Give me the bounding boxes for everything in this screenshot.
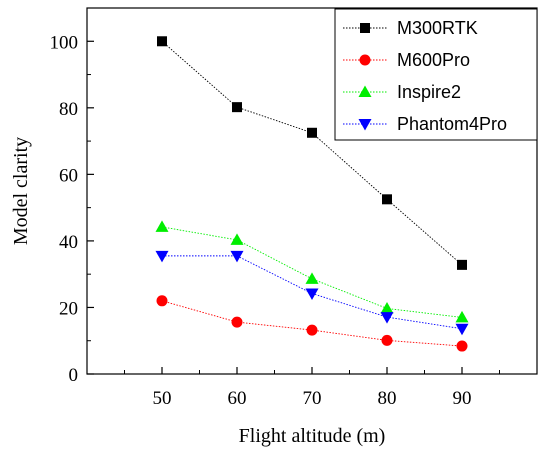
x-tick-label: 60	[228, 388, 247, 409]
data-point-m600pro	[156, 295, 168, 307]
data-point-phantom4pro	[305, 288, 319, 300]
y-axis-title: Model clarity	[10, 137, 32, 245]
data-point-phantom4pro	[230, 250, 244, 263]
y-tick-label: 100	[50, 32, 79, 53]
x-tick-label: 80	[378, 388, 397, 409]
y-tick-label: 0	[69, 365, 79, 386]
data-point-inspire2	[455, 310, 469, 323]
legend-marker-phantom4pro	[358, 119, 372, 131]
data-point-inspire2	[155, 220, 169, 232]
data-point-m300rtk	[382, 194, 392, 205]
data-point-m300rtk	[457, 259, 467, 270]
y-tick-label: 60	[59, 165, 78, 186]
data-point-phantom4pro	[455, 323, 469, 336]
y-tick-label: 20	[59, 298, 78, 319]
legend-label-inspire2: Inspire2	[397, 82, 461, 102]
data-point-inspire2	[230, 233, 244, 245]
y-tick-label: 80	[59, 99, 78, 120]
legend-marker-m300rtk	[360, 23, 370, 33]
series-layer	[155, 36, 469, 352]
series-line-m600pro	[161, 300, 463, 347]
data-point-m300rtk	[307, 127, 317, 138]
data-point-inspire2	[305, 272, 319, 284]
x-tick-label: 70	[303, 388, 322, 409]
data-point-m300rtk	[157, 36, 167, 47]
data-point-m600pro	[306, 324, 318, 336]
x-axis: 50 60 70 80 90	[124, 367, 500, 409]
series-line-m300rtk	[161, 40, 463, 266]
series-line-inspire2	[161, 226, 463, 318]
y-tick-label: 40	[59, 232, 78, 253]
data-point-inspire2	[380, 301, 394, 314]
y-axis: 0 20 40 60 80 100	[50, 7, 94, 386]
legend-marker-m600pro	[359, 54, 371, 66]
legend-marker-inspire2	[358, 85, 372, 97]
legend-label-m300rtk: M300RTK	[397, 18, 478, 38]
x-axis-title: Flight altitude (m)	[239, 425, 386, 447]
data-point-m600pro	[456, 340, 468, 352]
data-point-m300rtk	[232, 102, 242, 113]
legend: M300RTK M600Pro Inspire2 Phantom4Pro	[334, 8, 538, 141]
data-point-phantom4pro	[380, 312, 394, 324]
x-tick-label: 90	[453, 388, 472, 409]
legend-label-phantom4pro: Phantom4Pro	[397, 114, 507, 134]
data-point-phantom4pro	[155, 250, 169, 263]
legend-label-m600pro: M600Pro	[397, 50, 470, 70]
data-point-m600pro	[381, 334, 393, 346]
legend-items: M300RTK M600Pro Inspire2 Phantom4Pro	[343, 18, 507, 134]
data-point-m600pro	[231, 316, 243, 328]
x-tick-label: 50	[153, 388, 172, 409]
